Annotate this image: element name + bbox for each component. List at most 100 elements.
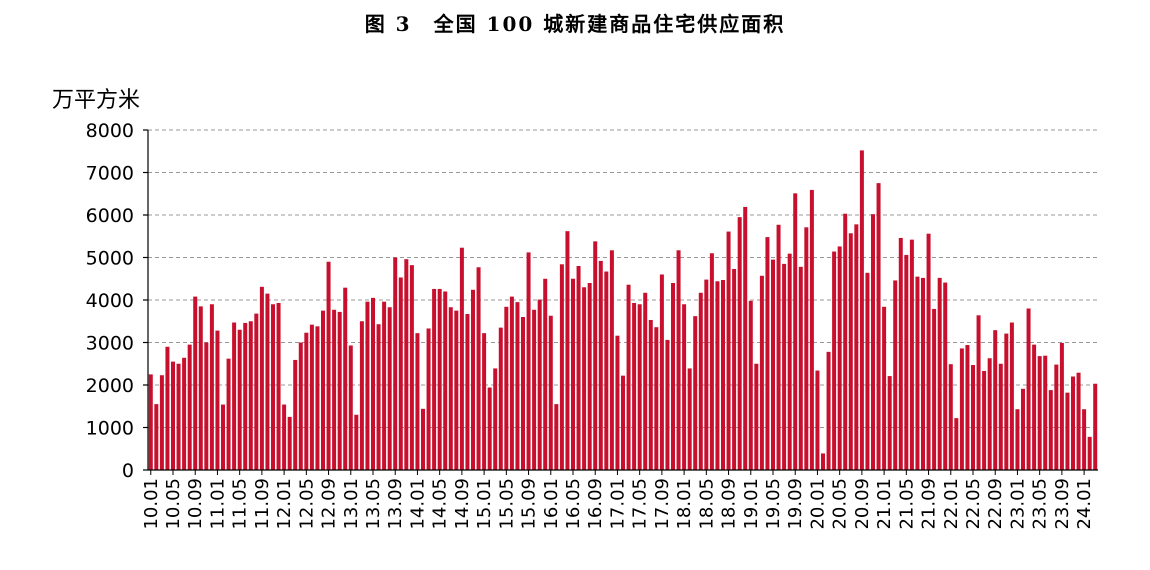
y-tick-labels: 0 1000 2000 3000 4000 5000 6000 7000 8000 [86,120,134,482]
bar [298,342,303,470]
bar [732,268,737,470]
bar [1059,342,1064,470]
bar [187,344,192,471]
bar [1021,388,1025,470]
bar [837,246,842,470]
bar [321,310,325,471]
bar [982,370,987,470]
bar [276,302,281,470]
bar [815,370,820,470]
bar [221,404,225,470]
bar [765,237,770,470]
bar [793,193,798,470]
x-tick-label: 16.05 [563,478,584,530]
x-tick-label: 13.09 [385,478,406,530]
x-tick-label: 21.05 [896,478,917,530]
bar [465,314,470,470]
x-tick-label: 14.05 [430,478,451,530]
bar [332,309,337,470]
x-tick-label: 15.05 [496,478,517,530]
bar [371,297,375,471]
x-tick-label: 20.01 [807,478,828,530]
x-tick-label: 10.09 [185,478,206,530]
bar [965,345,970,470]
bar [1037,356,1042,470]
bar [1065,392,1070,470]
bar [937,277,942,470]
bar [526,252,531,470]
bar [832,251,837,470]
bar [693,316,698,470]
y-tick-label: 2000 [86,375,134,397]
bar [976,315,981,470]
bar [548,315,553,470]
bar [859,150,864,470]
y-tick-label: 3000 [86,333,134,355]
bar [1004,333,1009,470]
bar [871,214,875,470]
bar [682,304,687,470]
bar [398,277,403,470]
bar [176,363,181,470]
x-tick-label: 14.09 [452,478,473,530]
bar [154,404,159,471]
bar [171,361,175,471]
y-tick-label: 1000 [86,418,134,440]
bar [537,299,542,470]
bar [326,261,331,470]
bar [376,324,381,470]
bar [309,324,314,470]
x-tick-label: 11.01 [207,478,228,530]
bar [543,278,548,470]
bar [654,327,659,470]
bar [821,453,825,470]
axes [143,129,1098,475]
y-tick-label: 8000 [86,120,134,142]
x-tick-labels: 10.01 10.05 10.09 11.01 11.05 11.09 12.01 12.05… [141,478,1095,530]
bar [432,288,437,470]
x-tick-label: 22.01 [941,478,962,530]
bar [948,364,953,470]
bar [582,287,587,470]
bar [426,328,431,470]
bar [893,280,898,470]
bar [1043,355,1048,470]
x-tick-label: 20.09 [852,478,873,530]
bar [476,267,481,470]
bar [265,293,270,471]
bar [987,358,992,470]
bar [621,375,625,470]
bar [959,348,964,470]
bar [721,280,725,470]
x-tick-label: 19.01 [741,478,762,530]
bar [1032,344,1037,471]
bar [532,309,537,470]
x-tick-label: 23.05 [1030,478,1051,530]
bar [1082,409,1087,470]
bar [359,321,364,470]
bar [898,237,903,470]
bar [887,376,892,470]
bar [726,231,731,470]
x-tick-label: 17.01 [607,478,628,530]
bar [315,326,320,470]
y-tick-label: 0 [122,460,134,482]
bar [826,351,831,470]
bar [876,183,881,471]
x-tick-label: 18.09 [719,478,740,530]
x-tick-label: 22.05 [963,478,984,530]
x-tick-label: 10.01 [141,478,162,530]
bar [415,333,420,470]
bar [971,365,975,470]
bar [687,368,692,470]
bar [165,346,170,470]
bar [1087,436,1092,470]
bar [576,266,581,470]
bar [471,289,475,470]
bar [271,304,275,470]
bar [493,368,498,470]
bar [215,330,220,470]
bar [609,250,614,470]
bar [743,206,748,470]
